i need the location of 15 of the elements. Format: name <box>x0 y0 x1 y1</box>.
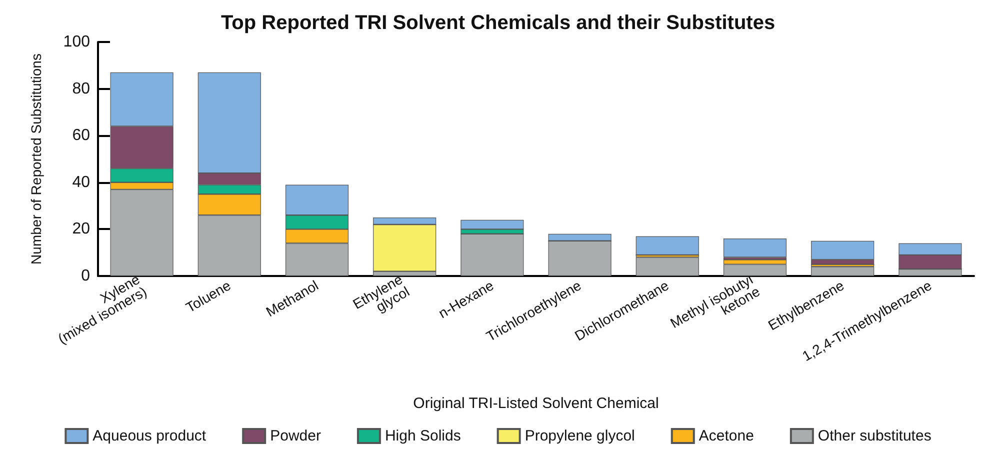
y-tick-label: 20 <box>72 220 90 238</box>
legend-label: Propylene glycol <box>524 428 635 444</box>
legend-label: Acetone <box>698 428 754 444</box>
chart-title: Top Reported TRI Solvent Chemicals and their Substitutes <box>220 12 776 34</box>
y-tick-label: 80 <box>72 80 90 98</box>
y-axis-title: Number of Reported Substitutions <box>28 54 44 264</box>
y-tick-label: 60 <box>72 127 90 144</box>
legend-label: High Solids <box>384 428 461 444</box>
legend-label: Powder <box>270 428 321 444</box>
x-axis-title: Original TRI-Listed Solvent Chemical <box>413 395 659 412</box>
legend-label: Other substitutes <box>818 428 932 444</box>
y-tick-label: 40 <box>72 174 90 191</box>
legend-label: Aqueous product <box>92 428 207 444</box>
y-tick-label: 0 <box>81 268 90 284</box>
y-tick-label: 100 <box>63 34 90 50</box>
